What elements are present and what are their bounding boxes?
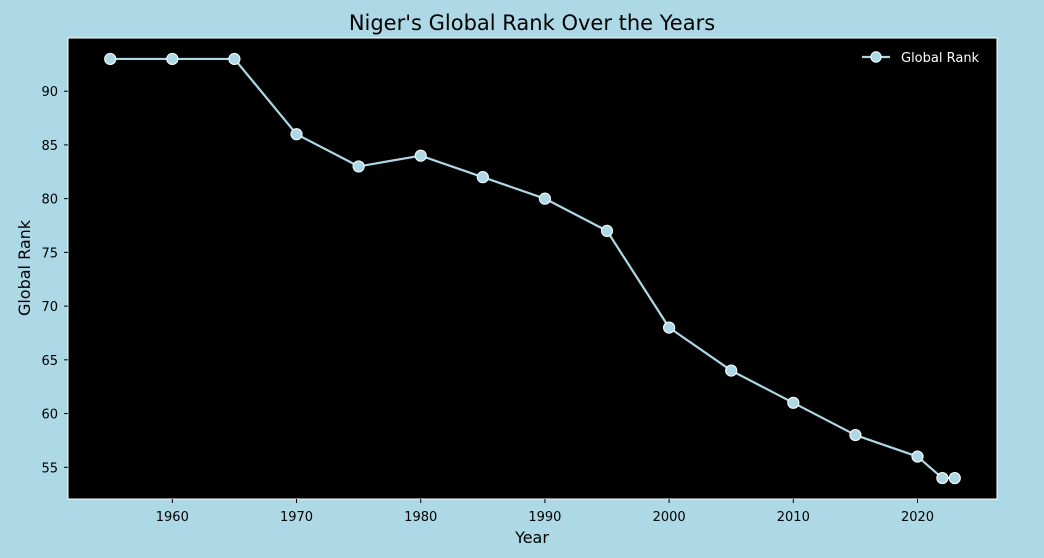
- y-tick-label: 75: [41, 246, 58, 261]
- x-axis-label: Year: [514, 528, 549, 547]
- series-line: [110, 57, 955, 480]
- data-point: [228, 52, 241, 66]
- x-tick-label: 2000: [653, 510, 686, 525]
- data-point: [104, 52, 117, 66]
- x-axis: 1960 1970 1980 1990 2000 2010 2020: [156, 499, 934, 525]
- y-tick-label: 80: [41, 193, 58, 208]
- data-point: [290, 128, 303, 141]
- x-tick-label: 1970: [280, 510, 313, 525]
- data-point: [663, 321, 676, 334]
- y-tick-label: 65: [41, 354, 58, 369]
- data-point: [476, 171, 489, 184]
- data-point: [414, 149, 427, 162]
- legend: Global Rank: [862, 51, 980, 66]
- data-point: [725, 364, 738, 377]
- data-point: [538, 192, 552, 205]
- y-tick-label: 60: [41, 408, 58, 423]
- x-tick-label: 1990: [528, 510, 561, 525]
- y-tick-label: 90: [41, 85, 58, 100]
- x-tick-label: 2020: [901, 510, 934, 525]
- data-point: [849, 428, 862, 442]
- data-point: [600, 224, 614, 237]
- data-point: [787, 396, 800, 409]
- series-global-rank: [104, 52, 961, 485]
- y-tick-label: 70: [41, 300, 58, 315]
- data-point: [936, 471, 949, 485]
- y-axis: 55 60 65 70 75 80 85 90: [41, 85, 68, 476]
- legend-marker-swatch: [870, 51, 882, 63]
- y-axis-label: Global Rank: [15, 219, 34, 316]
- data-point: [948, 471, 961, 485]
- x-tick-label: 1960: [156, 510, 189, 525]
- data-point: [352, 160, 365, 173]
- plot-area: [67, 37, 998, 500]
- x-tick-label: 2010: [777, 510, 810, 525]
- y-tick-label: 85: [41, 139, 58, 154]
- x-tick-label: 1980: [404, 510, 437, 525]
- data-point: [166, 52, 179, 66]
- legend-label: Global Rank: [901, 51, 980, 66]
- chart-title: Niger's Global Rank Over the Years: [349, 11, 715, 35]
- data-point: [911, 450, 924, 463]
- y-tick-label: 55: [41, 461, 58, 476]
